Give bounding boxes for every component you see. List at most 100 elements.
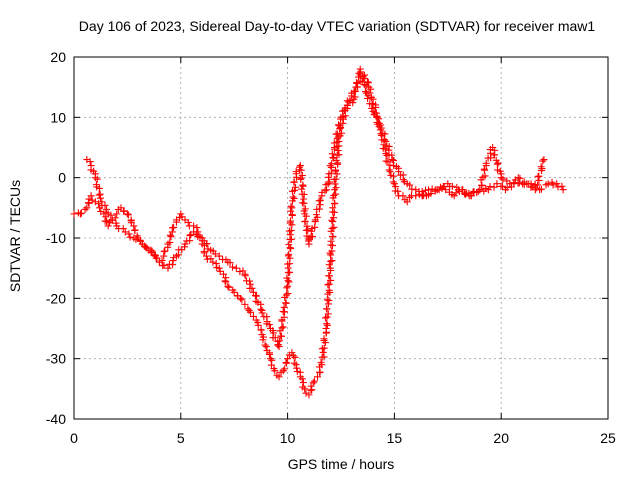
data-point [301, 218, 309, 226]
data-point [506, 180, 514, 188]
data-point [282, 359, 290, 367]
data-point [367, 93, 375, 101]
data-point [283, 274, 291, 282]
data-point [290, 195, 298, 203]
data-point [291, 183, 299, 191]
data-point [482, 159, 490, 167]
data-point [394, 187, 402, 195]
data-point [215, 252, 223, 260]
data-point [153, 254, 161, 262]
data-point [84, 199, 92, 207]
data-point [241, 300, 249, 308]
data-point [499, 175, 507, 183]
data-point [178, 213, 186, 221]
data-point [494, 159, 502, 167]
data-point [381, 145, 389, 153]
data-point [325, 286, 333, 294]
data-point [298, 375, 306, 383]
data-point [328, 160, 336, 168]
data-point [309, 379, 317, 387]
data-point [305, 391, 313, 399]
data-point [301, 385, 309, 393]
data-point [327, 257, 335, 265]
data-point [202, 252, 210, 260]
data-point [539, 157, 547, 165]
y-tick-label: -40 [46, 411, 66, 427]
data-point [540, 156, 548, 164]
data-point [323, 321, 331, 329]
data-point [329, 204, 337, 212]
data-point [161, 247, 169, 255]
data-point [254, 321, 262, 329]
data-point [287, 226, 295, 234]
data-point [93, 175, 101, 183]
x-tick-label: 10 [280, 430, 296, 446]
data-point [230, 288, 238, 296]
data-point [285, 278, 293, 286]
data-point [247, 308, 255, 316]
data-point [287, 235, 295, 243]
data-point [412, 186, 420, 194]
data-point [327, 227, 335, 235]
data-point [523, 180, 531, 188]
data-point [126, 233, 134, 241]
data-point [368, 104, 376, 112]
data-point [283, 359, 291, 367]
data-point [96, 194, 104, 202]
data-point [297, 166, 305, 174]
data-point [241, 272, 249, 280]
data-point [324, 281, 332, 289]
data-point [298, 185, 306, 193]
data-point [285, 227, 293, 235]
data-point [203, 255, 211, 263]
data-point [335, 121, 343, 129]
data-point [345, 98, 353, 106]
data-point [91, 198, 99, 206]
data-point [299, 182, 307, 190]
data-point [328, 150, 336, 158]
data-point [170, 223, 178, 231]
data-point [70, 210, 78, 218]
plot-frame [73, 56, 609, 420]
data-point [353, 79, 361, 87]
data-point [184, 218, 192, 226]
data-point [318, 188, 326, 196]
data-point [262, 343, 270, 351]
x-tick-label: 20 [493, 430, 509, 446]
data-point [237, 294, 245, 302]
data-point [286, 244, 294, 252]
data-point [88, 196, 96, 204]
data-point [335, 151, 343, 159]
data-point [325, 261, 333, 269]
data-point [325, 297, 333, 305]
data-point [321, 187, 329, 195]
data-point [271, 367, 279, 375]
data-point [534, 173, 542, 181]
data-point [164, 240, 172, 248]
data-point [315, 205, 323, 213]
data-point [215, 264, 223, 272]
data-point [203, 240, 211, 248]
data-point [277, 332, 285, 340]
data-point [554, 183, 562, 191]
data-point [329, 153, 337, 161]
data-point [138, 240, 146, 248]
data-point [333, 130, 341, 138]
data-point [362, 82, 370, 90]
data-point [499, 182, 507, 190]
data-point [245, 306, 253, 314]
data-point [516, 174, 524, 182]
data-point [338, 129, 346, 137]
data-point [553, 180, 561, 188]
data-point [317, 358, 325, 366]
data-point [216, 267, 224, 275]
data-point [167, 233, 175, 241]
data-point [113, 210, 121, 218]
data-point [326, 264, 334, 272]
data-point [323, 320, 331, 328]
data-point [142, 243, 150, 251]
data-point [104, 222, 112, 230]
chart-title: Day 106 of 2023, Sidereal Day-to-day VTE… [78, 18, 596, 34]
data-point [367, 85, 375, 93]
